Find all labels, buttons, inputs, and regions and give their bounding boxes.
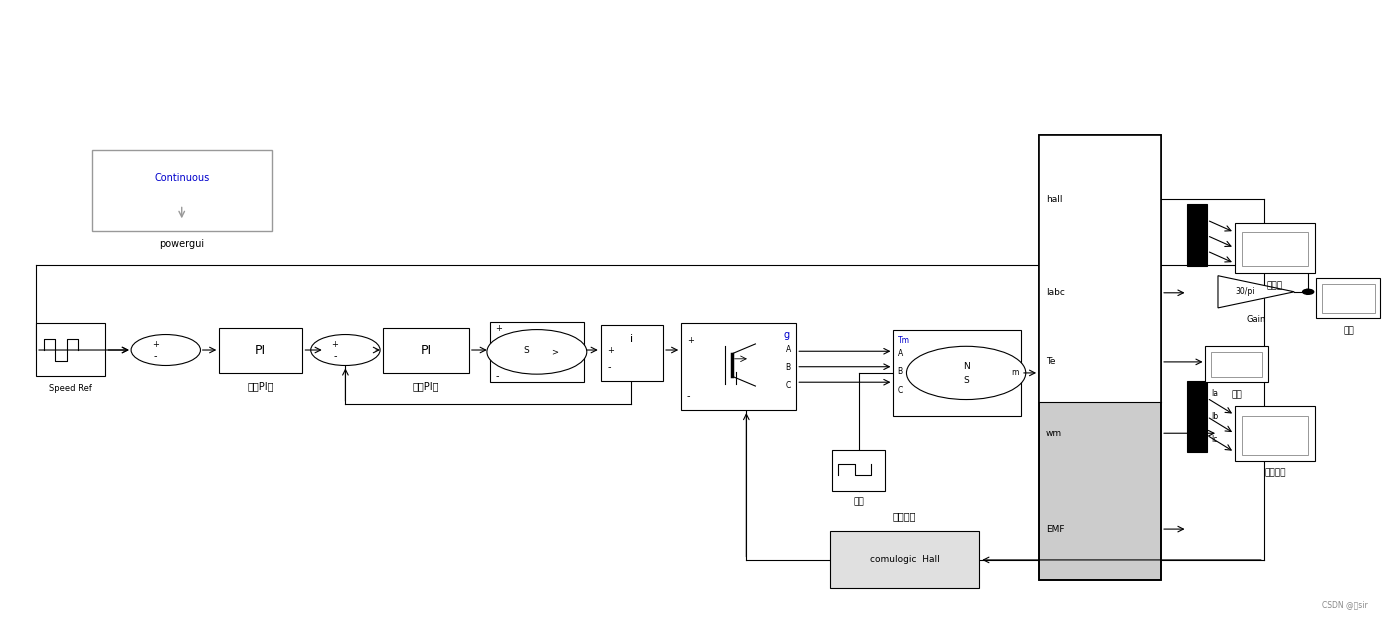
Circle shape [906,346,1026,399]
FancyBboxPatch shape [1241,233,1308,266]
Text: m: m [1011,368,1019,378]
FancyBboxPatch shape [1205,346,1268,382]
Text: 30/pi: 30/pi [1234,287,1254,296]
Text: 转速: 转速 [1343,327,1354,335]
Text: Ia: Ia [1211,389,1218,397]
Circle shape [311,335,379,366]
Text: wm: wm [1045,429,1062,438]
Text: Ic: Ic [1211,435,1218,444]
Text: PI: PI [256,344,267,357]
Text: powergui: powergui [160,239,204,249]
Text: -: - [495,371,499,381]
FancyBboxPatch shape [681,323,796,410]
Text: B: B [785,363,791,372]
Text: +: + [495,325,502,333]
Text: Tm: Tm [898,336,909,345]
FancyBboxPatch shape [1316,278,1380,318]
Text: A: A [898,350,902,358]
Text: 负载: 负载 [853,497,865,506]
Text: comulogic  Hall: comulogic Hall [870,555,940,564]
Text: PI: PI [420,344,431,357]
Text: +: + [332,340,338,349]
FancyBboxPatch shape [1040,134,1161,402]
Text: Continuous: Continuous [154,173,210,183]
FancyBboxPatch shape [382,328,468,373]
Text: Ib: Ib [1211,412,1218,421]
Text: C: C [898,386,902,395]
FancyBboxPatch shape [894,330,1022,416]
Text: Iabc: Iabc [1045,288,1065,297]
FancyBboxPatch shape [220,328,303,373]
Text: g: g [783,330,790,340]
FancyBboxPatch shape [1234,223,1315,272]
Text: EMF: EMF [1045,524,1065,534]
Text: 转矩: 转矩 [1232,390,1243,399]
Text: i: i [630,334,634,344]
FancyBboxPatch shape [1234,406,1315,461]
FancyBboxPatch shape [1241,415,1308,455]
FancyBboxPatch shape [1187,205,1207,266]
Text: B: B [898,367,902,376]
Text: N: N [963,362,969,371]
Text: 三相电流: 三相电流 [1264,469,1286,478]
Text: C: C [785,381,791,390]
Text: -: - [334,351,336,361]
Text: +: + [152,340,158,349]
Text: CSDN @锅sir: CSDN @锅sir [1322,600,1368,610]
Text: Gain: Gain [1247,315,1266,323]
FancyBboxPatch shape [1322,284,1375,313]
FancyBboxPatch shape [830,531,980,588]
FancyBboxPatch shape [36,323,106,376]
Text: -: - [154,351,157,361]
Text: +: + [607,346,614,355]
FancyBboxPatch shape [489,322,584,382]
FancyBboxPatch shape [1187,381,1207,452]
Circle shape [1302,289,1314,294]
Polygon shape [1218,276,1294,308]
Text: >: > [552,347,559,356]
Text: Speed Ref: Speed Ref [49,384,92,393]
Text: 速度PI环: 速度PI环 [247,381,274,391]
Text: +: + [687,337,694,345]
FancyBboxPatch shape [833,450,885,491]
FancyBboxPatch shape [1211,353,1262,378]
Text: 电流PI环: 电流PI环 [413,381,439,391]
Text: -: - [607,362,612,372]
Text: 反电势: 反电势 [1266,282,1283,290]
Text: A: A [785,345,791,354]
Circle shape [486,330,587,374]
Circle shape [131,335,200,366]
FancyBboxPatch shape [1040,134,1161,580]
Text: hall: hall [1045,195,1062,203]
Text: 换向逻辑: 换向逻辑 [892,511,916,521]
Text: S: S [963,376,969,386]
FancyBboxPatch shape [600,325,663,381]
FancyBboxPatch shape [92,150,272,231]
Text: -: - [687,391,691,401]
Text: Te: Te [1045,358,1055,366]
Text: S: S [523,345,528,355]
